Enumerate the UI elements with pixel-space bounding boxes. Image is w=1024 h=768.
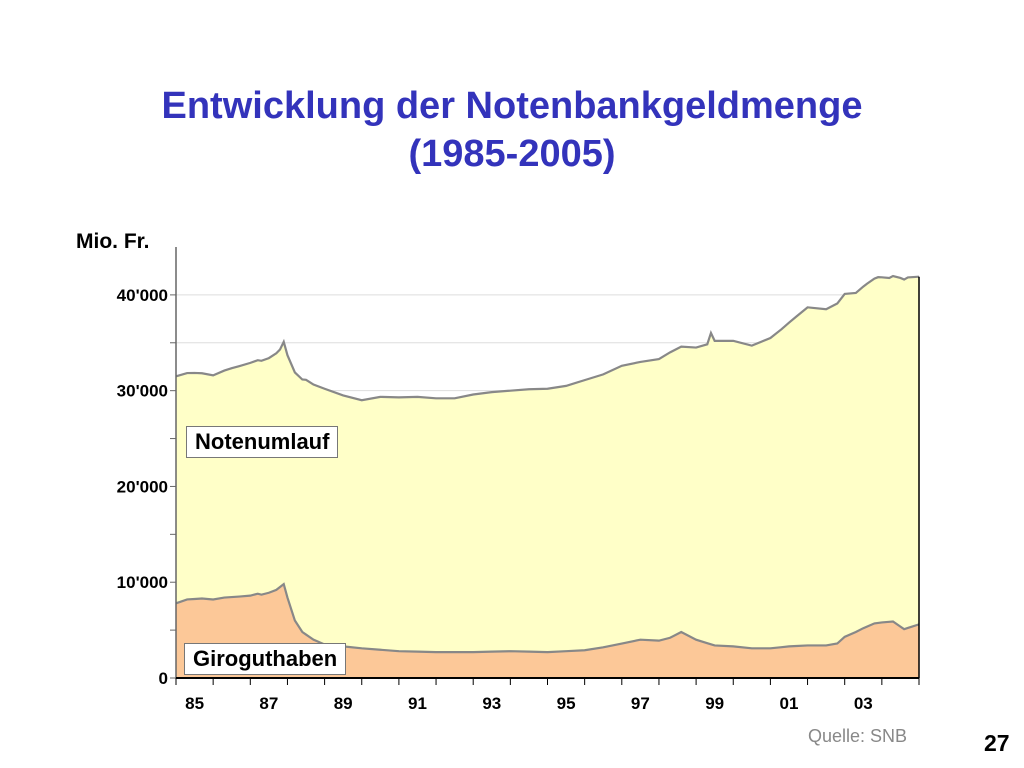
x-tick-label: 97 (631, 694, 650, 713)
y-tick-label: 30'000 (117, 382, 168, 401)
tick-label-layer: 0 10'000 20'000 30'000 40'000 85 87 89 91 93 95 97 9… (117, 286, 873, 713)
area-giroguthaben (176, 584, 919, 678)
x-tick-label: 91 (408, 694, 427, 713)
y-tick-label: 20'000 (117, 477, 168, 496)
x-tick-label: 85 (185, 694, 204, 713)
axis-layer (170, 247, 920, 685)
x-tick-label: 03 (854, 694, 873, 713)
line-total (175, 274, 920, 402)
x-tick-label: 93 (482, 694, 501, 713)
source-note: Quelle: SNB (808, 726, 908, 746)
x-tick-label: 99 (705, 694, 724, 713)
area-layer (175, 274, 920, 678)
line-giroguthaben (175, 582, 920, 654)
area-notenumlauf (176, 276, 919, 653)
page-number: 27 (984, 730, 1010, 756)
y-tick-label: 0 (159, 669, 168, 688)
y-tick-label: 40'000 (117, 286, 168, 305)
x-tick-label: 95 (557, 694, 576, 713)
x-tick-label: 89 (334, 694, 353, 713)
series-label-giroguthaben: Giroguthaben (184, 643, 347, 675)
x-tick-label: 01 (780, 694, 799, 713)
y-tick-label: 10'000 (117, 573, 168, 592)
x-tick-label: 87 (259, 694, 278, 713)
title-line-1: Entwicklung der Notenbankgeldmenge (161, 85, 863, 127)
title-line-2: (1985-2005) (408, 133, 616, 175)
series-label-notenumlauf: Notenumlauf (186, 426, 339, 458)
chart-title: Entwicklung der Notenbankgeldmenge (1985… (0, 82, 1024, 178)
y-axis-label: Mio. Fr. (76, 230, 150, 253)
